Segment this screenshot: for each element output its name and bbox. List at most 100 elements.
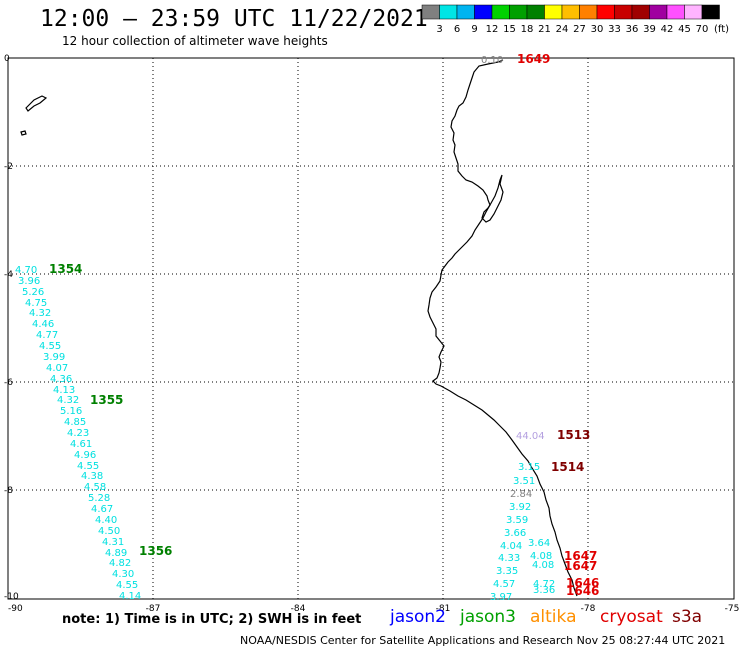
color-bar-label: 39 — [643, 24, 656, 35]
left-track-wave-height: 4.13 — [53, 385, 75, 396]
right-track-a-wave-height: 3.66 — [504, 528, 526, 539]
left-track-wave-height: 4.36 — [50, 374, 72, 385]
color-bar-label: 45 — [678, 24, 691, 35]
x-axis-ticks: -90 -87 -84 -81 -78 -75 — [8, 604, 739, 614]
left-track-wave-height: 4.32 — [29, 308, 51, 319]
color-bar-label: 33 — [608, 24, 621, 35]
x-tick-label: -75 — [725, 604, 740, 614]
footer-note: note: 1) Time is in UTC; 2) SWH is in fe… — [62, 612, 362, 627]
color-bar-label: 12 — [486, 24, 499, 35]
left-track-wave-height: 5.28 — [88, 493, 110, 504]
color-bar-swatch — [474, 4, 493, 20]
satellite-legend-jason3: jason3 — [460, 607, 516, 627]
track-time-label: 1514 — [551, 460, 584, 474]
left-track-wave-height: 3.99 — [43, 352, 65, 363]
right-track-b-wave-height: 4.72 — [533, 579, 555, 590]
color-bar-swatch — [666, 4, 685, 20]
left-track-wave-height: 4.58 — [84, 482, 106, 493]
left-track-wave-height: 4.89 — [105, 548, 127, 559]
track-time-label: 1647 — [564, 549, 597, 563]
left-track-wave-height: 4.31 — [102, 537, 124, 548]
left-track-wave-height: 4.61 — [70, 439, 92, 450]
color-bar-label: 18 — [521, 24, 534, 35]
color-bar-swatch — [544, 4, 563, 20]
color-bar-label: 21 — [538, 24, 551, 35]
color-bar-label: 3 — [436, 24, 442, 35]
footer-credit: NOAA/NESDIS Center for Satellite Applica… — [240, 634, 726, 647]
purple-wave-height: 44.04 — [516, 431, 545, 442]
color-bar-swatch — [579, 4, 598, 20]
left-track-time: 1354 — [49, 262, 82, 276]
right-track-a-wave-height: 4.33 — [498, 553, 520, 564]
color-bar-swatch — [631, 4, 650, 20]
y-tick-label: 0 — [4, 54, 10, 64]
altimeter-tracks: 4.703.965.264.754.324.464.774.553.994.07… — [15, 52, 599, 603]
color-bar-swatch — [421, 4, 440, 20]
color-bar-swatch — [649, 4, 668, 20]
y-tick-label: -8 — [4, 486, 13, 496]
color-bar-label: 70 — [696, 24, 709, 35]
color-bar-swatch — [614, 4, 633, 20]
color-bar-label: 15 — [503, 24, 516, 35]
color-bar-swatch — [509, 4, 528, 20]
left-track-wave-height: 4.23 — [67, 428, 89, 439]
right-track-a-wave-height: 4.57 — [493, 579, 515, 590]
left-track-wave-height: 4.55 — [39, 341, 61, 352]
y-tick-label: -10 — [4, 592, 19, 602]
track-time-label: 1649 — [517, 52, 550, 66]
track-time-label: 1647 — [564, 559, 597, 573]
top-track-wave-height: 0.10 — [481, 55, 503, 66]
x-tick-label: -87 — [146, 604, 161, 614]
color-bar-label: 36 — [626, 24, 639, 35]
map-frame — [7, 57, 735, 600]
satellite-legend-altika: altika — [530, 607, 577, 627]
track-time-label: 1646 — [566, 576, 599, 590]
color-bar-swatch — [684, 4, 703, 20]
right-track-a-wave-height: 3.51 — [513, 476, 535, 487]
left-track-time: 1356 — [139, 544, 172, 558]
color-bar-swatch — [701, 4, 720, 20]
right-track-b-wave-height: 4.08 — [532, 560, 554, 571]
color-bar-swatch — [526, 4, 545, 20]
satellite-legend-jason2: jason2 — [390, 607, 446, 627]
left-track-wave-height: 4.55 — [116, 580, 138, 591]
color-bar-swatch — [439, 4, 458, 20]
right-track-b-wave-height: 3.36 — [533, 585, 555, 596]
satellite-legend-s3a: s3a — [672, 607, 703, 627]
right-track-a-wave-height: 3.35 — [496, 566, 518, 577]
color-bar-label: 42 — [661, 24, 674, 35]
left-track-wave-height: 4.38 — [81, 471, 103, 482]
color-bar-swatch — [561, 4, 580, 20]
color-bar-swatch — [491, 4, 510, 20]
track-time-label: 1646 — [566, 584, 599, 598]
left-track-wave-height: 4.85 — [64, 417, 86, 428]
right-track-b-wave-height: 3.64 — [528, 538, 550, 549]
track-time-label: 1513 — [557, 428, 590, 442]
left-track-wave-height: 4.14 — [119, 591, 141, 602]
color-bar-label: (ft) — [714, 24, 729, 35]
color-bar-label: 30 — [591, 24, 604, 35]
y-tick-label: -6 — [4, 378, 13, 388]
color-bar-swatch — [456, 4, 475, 20]
left-track-wave-height: 4.40 — [95, 515, 117, 526]
left-track-wave-height: 4.96 — [74, 450, 96, 461]
left-track-wave-height: 4.46 — [32, 319, 54, 330]
x-tick-label: -90 — [8, 604, 23, 614]
x-tick-label: -81 — [436, 604, 451, 614]
y-tick-label: -2 — [4, 162, 13, 172]
island-northwest — [25, 95, 48, 112]
right-track-a-wave-height: 3.15 — [518, 462, 540, 473]
right-track-a-wave-height: 3.92 — [509, 502, 531, 513]
right-track-b-wave-height: 4.08 — [530, 551, 552, 562]
x-tick-label: -78 — [581, 604, 596, 614]
left-track-wave-height: 4.67 — [91, 504, 113, 515]
satellite-legend-cryosat: cryosat — [600, 607, 663, 627]
left-track-wave-height: 4.30 — [112, 569, 134, 580]
left-track-wave-height: 4.32 — [57, 395, 79, 406]
color-bar-swatch — [596, 4, 615, 20]
color-bar-label: 6 — [454, 24, 460, 35]
right-track-a-wave-height: 3.59 — [506, 515, 528, 526]
left-track-wave-height: 3.96 — [18, 276, 40, 287]
